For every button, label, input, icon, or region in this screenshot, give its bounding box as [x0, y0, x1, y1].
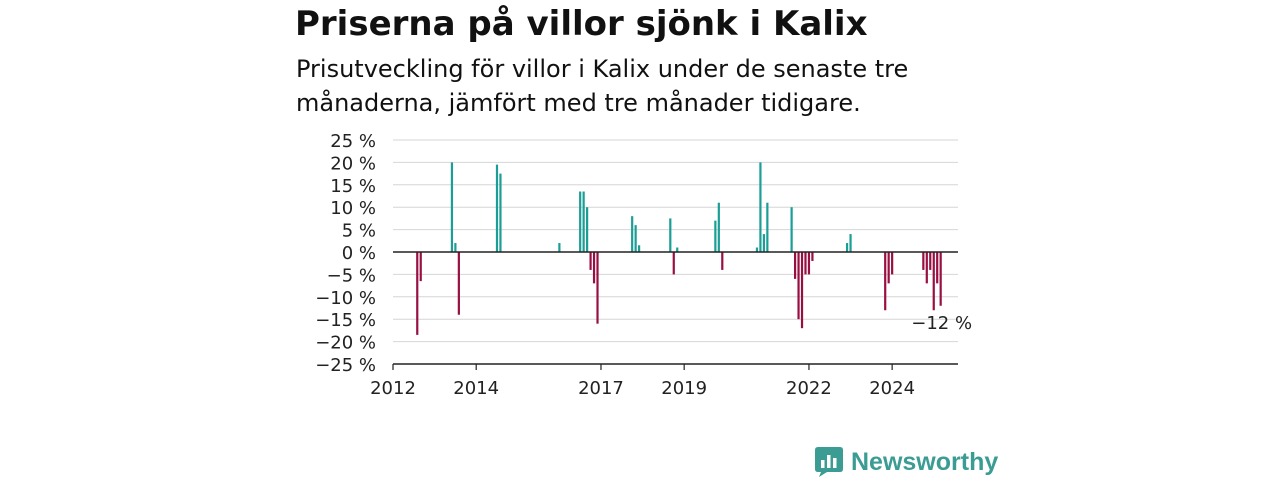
y-tick-label: 5 % [342, 221, 376, 242]
x-tick-label: 2017 [578, 378, 624, 399]
x-tick-label: 2024 [869, 378, 915, 399]
y-tick-label: 15 % [330, 176, 376, 197]
bar [672, 252, 675, 275]
bar [849, 234, 852, 252]
bar [811, 252, 814, 261]
bar [807, 252, 811, 275]
annotation-last-value: −12 % [911, 313, 972, 334]
axes [392, 251, 958, 370]
bar [887, 252, 890, 284]
y-tick-label: 25 % [330, 131, 376, 152]
bar [929, 252, 932, 270]
y-tick-label: 10 % [330, 198, 376, 219]
y-tick-label: −25 % [315, 355, 376, 376]
bar [925, 252, 928, 284]
bar [450, 162, 454, 252]
bar [499, 173, 502, 252]
x-tick-label: 2012 [370, 378, 416, 399]
y-tick-label: −20 % [315, 333, 376, 354]
bar [936, 252, 939, 284]
bar [766, 202, 769, 252]
bar [589, 252, 592, 270]
y-tick-label: −5 % [327, 265, 376, 286]
bar [939, 252, 942, 306]
bar [797, 252, 800, 320]
bar [793, 252, 797, 279]
bar [717, 202, 720, 252]
bar [755, 247, 759, 252]
chart-subtitle: Prisutveckling för villor i Kalix under … [296, 55, 909, 117]
chart-title: Priserna på villor sjönk i Kalix [295, 4, 868, 44]
bar [790, 207, 793, 252]
bar [457, 252, 460, 315]
bar-chart: 25 %20 %15 %10 %5 %0 %−5 %−10 %−15 %−20 … [315, 131, 972, 399]
x-tick-label: 2022 [786, 378, 832, 399]
x-tick-label: 2014 [453, 378, 499, 399]
bar [582, 191, 585, 252]
bar [804, 252, 807, 275]
bar [891, 252, 894, 275]
y-tick-label: 20 % [330, 153, 376, 174]
bar [762, 234, 765, 252]
x-tick-label: 2019 [661, 378, 707, 399]
bar [714, 220, 717, 252]
bar [800, 252, 804, 329]
bar [558, 243, 561, 252]
bar [676, 247, 679, 252]
bar [579, 191, 582, 252]
bar [586, 207, 589, 252]
bar [759, 162, 762, 252]
bar [884, 252, 887, 311]
y-tick-label: −10 % [315, 288, 376, 309]
bar [631, 216, 634, 252]
y-tick-label: 0 % [342, 243, 376, 264]
y-axis-tick-labels: 25 %20 %15 %10 %5 %0 %−5 %−10 %−15 %−20 … [315, 131, 376, 376]
bar [416, 252, 419, 335]
brand-name: Newsworthy [851, 448, 999, 476]
bar [638, 245, 641, 252]
bar [932, 252, 935, 311]
chart-speech-bubble-icon [815, 447, 843, 477]
bar [454, 243, 457, 252]
bar [922, 252, 925, 270]
bar [495, 164, 499, 252]
annotations: −12 % [911, 313, 972, 334]
bar [596, 252, 599, 324]
bars [416, 162, 942, 335]
bar [721, 252, 724, 270]
x-axis-tick-labels: 2012 2014 2017 2019 2022 2024 [370, 378, 915, 399]
bar [845, 243, 849, 252]
bar [669, 218, 672, 252]
bar [634, 225, 637, 252]
brand-logo: Newsworthy [815, 447, 998, 477]
bar [592, 252, 596, 284]
y-tick-label: −15 % [315, 310, 376, 331]
bar [419, 252, 422, 282]
